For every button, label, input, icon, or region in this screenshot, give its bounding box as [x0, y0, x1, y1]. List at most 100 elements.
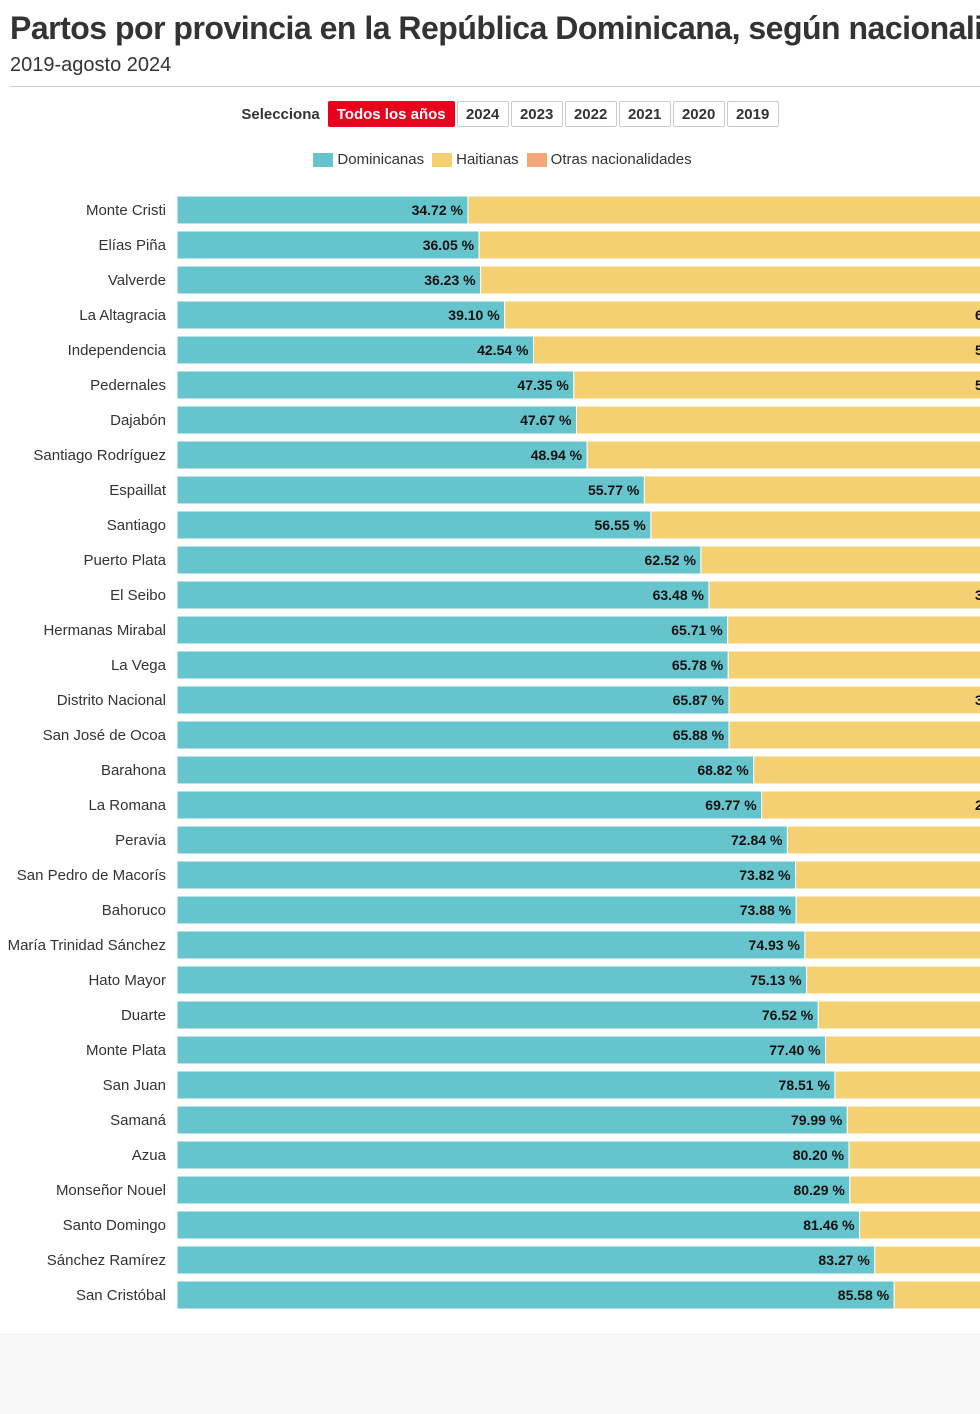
bar-haitianas[interactable] — [575, 405, 980, 435]
bar-haitianas[interactable] — [586, 440, 980, 470]
bar-dominicanas[interactable] — [176, 1035, 827, 1065]
bar-dominicanas[interactable] — [176, 720, 730, 750]
bar-haitianas[interactable] — [893, 1280, 980, 1310]
bar-dominicanas[interactable] — [176, 1245, 876, 1275]
data-label-dominicanas: 34.72 % — [412, 202, 464, 218]
bar-haitianas[interactable] — [480, 265, 980, 295]
bar-dominicanas[interactable] — [176, 405, 577, 435]
legend-label-haitianas: Haitianas — [456, 151, 519, 168]
bar-haitianas[interactable] — [804, 930, 980, 960]
data-label-haitianas: 52.50 — [975, 377, 980, 393]
year-button-2024[interactable]: 2024 — [456, 101, 509, 127]
bar-haitianas[interactable] — [700, 545, 980, 575]
category-label: Dajabón — [110, 412, 166, 429]
bar-haitianas[interactable] — [478, 230, 980, 260]
bar-haitianas[interactable] — [643, 475, 980, 505]
bar-dominicanas[interactable] — [176, 230, 480, 260]
legend-item-otras[interactable]: Otras nacionalidades — [526, 151, 692, 168]
bar-haitianas[interactable] — [708, 580, 980, 610]
data-label-dominicanas: 65.88 % — [673, 727, 725, 743]
bar-dominicanas[interactable] — [176, 335, 534, 365]
bar-dominicanas[interactable] — [176, 650, 729, 680]
legend-swatch-otras — [526, 152, 547, 167]
category-label: Independencia — [68, 342, 167, 359]
bar-dominicanas[interactable] — [176, 1280, 895, 1310]
bar-dominicanas[interactable] — [176, 930, 806, 960]
bar-haitianas[interactable] — [753, 755, 980, 785]
bar-dominicanas[interactable] — [176, 475, 645, 505]
year-button-2023[interactable]: 2023 — [510, 101, 563, 127]
category-label: Santiago — [107, 517, 166, 534]
bar-haitianas[interactable] — [825, 1035, 980, 1065]
bar-dominicanas[interactable] — [176, 1175, 851, 1205]
bar-haitianas[interactable] — [846, 1105, 980, 1135]
bar-dominicanas[interactable] — [176, 615, 729, 645]
bar-dominicanas[interactable] — [176, 1105, 848, 1135]
year-button-2020[interactable]: 2020 — [672, 101, 725, 127]
bar-dominicanas[interactable] — [176, 825, 788, 855]
bar-dominicanas[interactable] — [176, 580, 710, 610]
data-label-dominicanas: 47.35 % — [517, 377, 569, 393]
year-button-todos[interactable]: Todos los años — [327, 101, 455, 127]
bar-haitianas[interactable] — [848, 1140, 980, 1170]
bar-haitianas[interactable] — [728, 685, 980, 715]
bar-dominicanas[interactable] — [176, 265, 482, 295]
year-button-2019[interactable]: 2019 — [726, 101, 779, 127]
year-button-2021[interactable]: 2021 — [618, 101, 671, 127]
bar-haitianas[interactable] — [727, 615, 980, 645]
bar-haitianas[interactable] — [834, 1070, 980, 1100]
bar-dominicanas[interactable] — [176, 1000, 819, 1030]
year-button-2022[interactable]: 2022 — [564, 101, 617, 127]
bar-dominicanas[interactable] — [176, 755, 755, 785]
bar-dominicanas[interactable] — [176, 895, 797, 925]
bar-dominicanas[interactable] — [176, 1210, 861, 1240]
bar-dominicanas[interactable] — [176, 1140, 850, 1170]
bar-dominicanas[interactable] — [176, 965, 808, 995]
category-label: Monte Cristi — [86, 202, 166, 219]
bar-row: La Romana 69.77 % 29.59 — [88, 790, 980, 820]
bar-haitianas[interactable] — [874, 1245, 980, 1275]
data-label-dominicanas: 76.52 % — [762, 1007, 814, 1023]
bar-dominicanas[interactable] — [176, 370, 575, 400]
bar-haitianas[interactable] — [761, 790, 980, 820]
data-label-haitianas: 57.00 — [975, 342, 980, 358]
bar-dominicanas[interactable] — [176, 440, 588, 470]
bar-dominicanas[interactable] — [176, 860, 797, 890]
legend-item-dominicanas[interactable]: Dominicanas — [313, 151, 424, 168]
bar-haitianas[interactable] — [650, 510, 980, 540]
bar-dominicanas[interactable] — [176, 790, 763, 820]
data-label-dominicanas: 73.82 % — [739, 867, 791, 883]
bar-haitianas[interactable] — [532, 335, 980, 365]
bar-dominicanas[interactable] — [176, 1070, 836, 1100]
bar-haitianas[interactable] — [806, 965, 980, 995]
bar-dominicanas[interactable] — [176, 195, 469, 225]
bar-dominicanas[interactable] — [176, 545, 702, 575]
bar-haitianas[interactable] — [786, 825, 980, 855]
page-subtitle: 2019-agosto 2024 — [10, 54, 172, 76]
data-label-dominicanas: 80.20 % — [793, 1147, 845, 1163]
data-label-dominicanas: 48.94 % — [531, 447, 583, 463]
bar-haitianas[interactable] — [728, 720, 980, 750]
bar-haitianas[interactable] — [859, 1210, 980, 1240]
bar-dominicanas[interactable] — [176, 510, 652, 540]
legend-item-haitianas[interactable]: Haitianas — [432, 151, 519, 168]
bar-haitianas[interactable] — [849, 1175, 980, 1205]
bar-haitianas[interactable] — [795, 895, 980, 925]
bar-haitianas[interactable] — [817, 1000, 980, 1030]
category-label: San José de Ocoa — [43, 727, 167, 744]
data-label-dominicanas: 68.82 % — [697, 762, 749, 778]
bar-haitianas[interactable] — [795, 860, 980, 890]
bar-haitianas[interactable] — [727, 650, 980, 680]
data-label-dominicanas: 65.78 % — [672, 657, 724, 673]
data-label-dominicanas: 81.46 % — [803, 1217, 855, 1233]
category-label: San Pedro de Macorís — [17, 867, 166, 884]
bar-haitianas[interactable] — [573, 370, 980, 400]
bar-dominicanas[interactable] — [176, 685, 730, 715]
bar-haitianas[interactable] — [504, 300, 980, 330]
category-label: Sánchez Ramírez — [47, 1252, 166, 1269]
category-label: La Altagracia — [79, 307, 166, 324]
bar-haitianas[interactable] — [467, 195, 980, 225]
